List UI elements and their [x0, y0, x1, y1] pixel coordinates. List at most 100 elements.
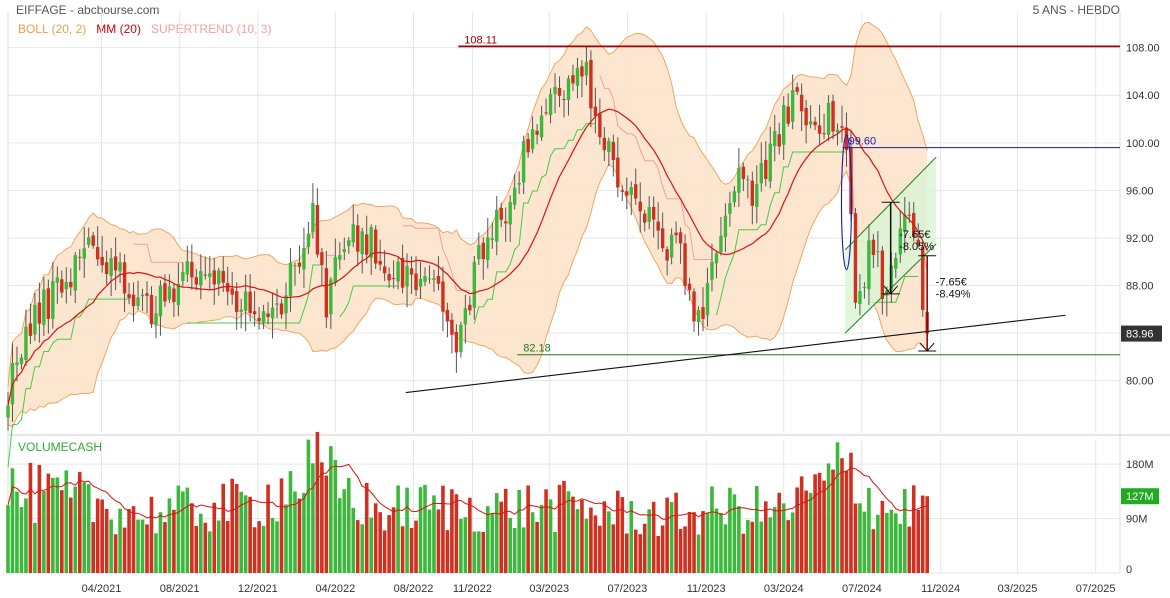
volume-bar — [822, 480, 826, 573]
volume-bar — [68, 497, 73, 573]
volume-bar — [42, 490, 46, 573]
candle-body — [33, 304, 37, 335]
candle-body — [450, 319, 454, 335]
volume-bar — [781, 503, 786, 573]
volume-bar — [651, 501, 656, 573]
volume-bar — [468, 497, 472, 573]
volume-bar — [530, 512, 535, 573]
volume-bar — [203, 522, 208, 573]
volume-bar — [315, 431, 320, 573]
candle-body — [512, 187, 517, 205]
volume-bar — [642, 523, 647, 573]
candle-body — [212, 270, 216, 285]
candle-body — [279, 303, 284, 315]
volume-bar — [490, 513, 495, 573]
volume-bar — [270, 517, 275, 573]
candle-body — [885, 290, 889, 296]
candle-body — [526, 138, 530, 153]
volume-bar — [230, 478, 234, 573]
volume-bar — [454, 494, 459, 573]
candle-body — [149, 295, 154, 325]
volume-bar — [719, 512, 723, 573]
volume-bar — [849, 452, 853, 573]
volume-bar — [190, 503, 194, 573]
volume-bar — [674, 492, 678, 573]
candle-body — [127, 294, 131, 299]
candle-body — [714, 253, 719, 264]
volume-bar — [876, 514, 880, 573]
volume-bar — [494, 493, 499, 573]
chart-period: 5 ANS - HEBDO — [1032, 3, 1120, 17]
trendline — [405, 314, 1066, 394]
volume-bar — [871, 529, 876, 573]
candle-body — [701, 307, 705, 319]
candle-body — [799, 94, 804, 112]
volume-bar — [817, 472, 822, 573]
candle-body — [87, 237, 91, 245]
supertrend-segment — [7, 298, 130, 468]
volume-bar — [306, 439, 311, 573]
volume-bar — [391, 507, 396, 573]
candle-body — [472, 261, 477, 308]
chart-title: EIFFAGE - abcbourse.com — [16, 3, 160, 17]
candle-body — [190, 261, 194, 278]
candle-body — [898, 228, 902, 255]
candle-body — [495, 210, 499, 242]
volume-bar — [808, 492, 813, 573]
date-tick-label: 12/2021 — [238, 583, 278, 595]
volume-bar — [400, 526, 405, 573]
volume-bar — [750, 521, 755, 573]
volume-tick-label: 0 — [1126, 564, 1132, 576]
candle-body — [683, 243, 687, 287]
volume-bar — [239, 491, 243, 573]
volume-bar — [320, 462, 324, 573]
volume-bar — [378, 512, 382, 573]
volume-bar — [342, 489, 347, 573]
candle-body — [647, 206, 651, 222]
candle-body — [463, 308, 468, 325]
candle-body — [82, 248, 86, 259]
candle-body — [504, 221, 508, 224]
volume-bar — [723, 524, 728, 573]
volume-bar — [216, 520, 221, 573]
volume-bar — [297, 498, 302, 573]
candle-body — [78, 256, 82, 258]
candle-body — [580, 66, 584, 77]
volume-bar — [113, 534, 118, 573]
volume-bar — [149, 496, 154, 573]
volume-bar — [207, 531, 212, 573]
volume-bar — [772, 507, 777, 573]
volume-bar — [844, 470, 849, 573]
volume-tick-label: 180M — [1126, 459, 1154, 471]
candle-body — [486, 237, 490, 260]
candle-body — [208, 273, 212, 278]
volume-bar — [418, 487, 423, 573]
candle-body — [723, 215, 728, 237]
candle-body — [95, 247, 100, 260]
volume-bar — [77, 472, 82, 573]
legend-boll: BOLL (20, 2) — [18, 22, 87, 36]
volume-bar — [329, 446, 333, 573]
volume-bar — [46, 473, 51, 573]
candle-body — [831, 101, 835, 132]
candle-body — [750, 180, 755, 206]
volume-bars — [6, 431, 929, 573]
volume-bar — [512, 527, 517, 573]
volume-bar — [759, 521, 764, 573]
candle-body — [42, 289, 46, 325]
candle-body — [508, 202, 512, 225]
candle-body — [221, 270, 225, 283]
volume-bar — [257, 521, 261, 573]
volume-bar — [109, 519, 113, 573]
volume-bar — [557, 484, 562, 573]
volume-bar — [472, 531, 477, 573]
candle-body — [351, 224, 355, 243]
volume-bar — [521, 527, 526, 573]
candle-body — [517, 182, 521, 185]
volume-bar — [728, 487, 732, 573]
volume-bar — [503, 488, 508, 573]
volume-bar — [293, 491, 297, 573]
candle-body — [19, 357, 24, 365]
candle-body — [365, 234, 369, 255]
volume-bar — [154, 533, 158, 573]
